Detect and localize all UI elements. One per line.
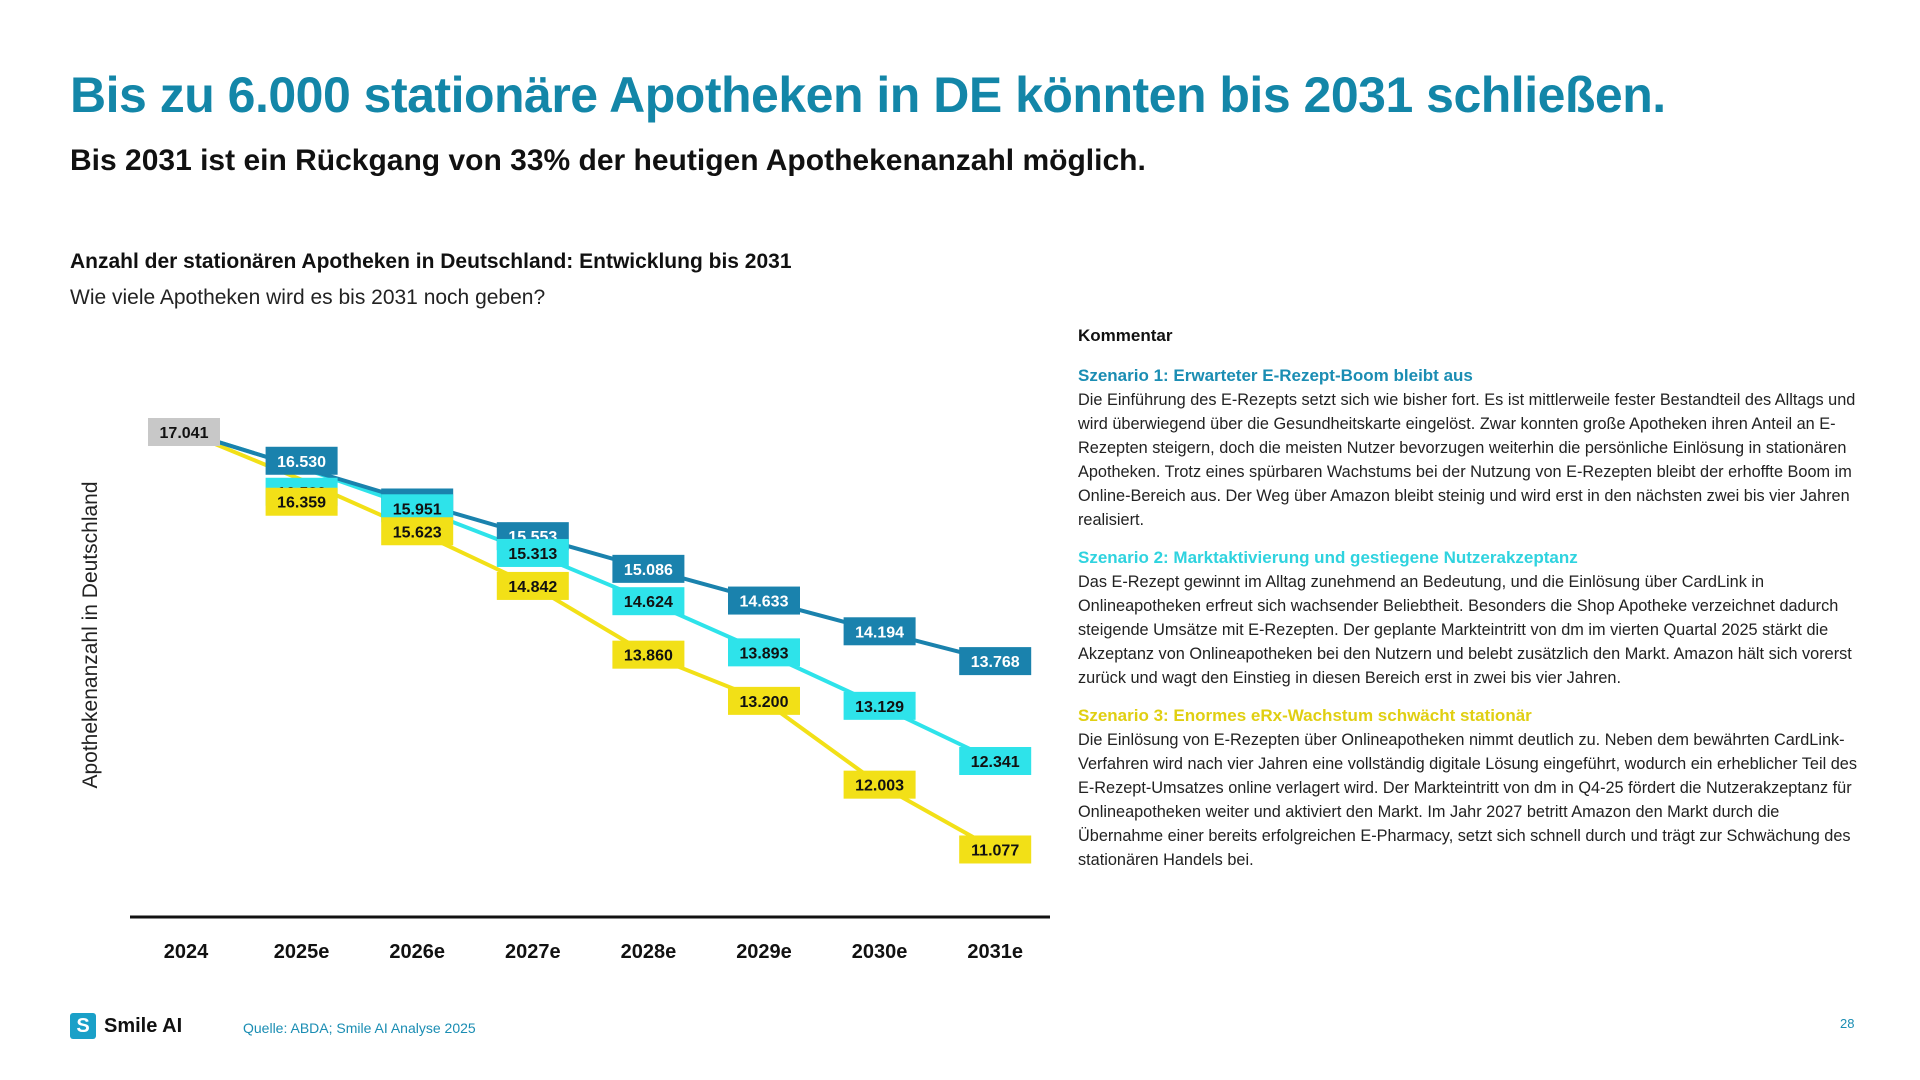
svg-text:16.359: 16.359	[277, 495, 326, 512]
x-tick-label-2024: 2024	[164, 941, 209, 963]
page-title: Bis zu 6.000 stationäre Apotheken in DE …	[70, 67, 1666, 123]
scenario-2-title: Szenario 2: Marktaktivierung und gestieg…	[1078, 548, 1578, 567]
logo-icon: S	[70, 1013, 96, 1039]
data-label-s2-2029e: 13.893	[728, 638, 800, 667]
x-tick-label-2029e: 2029e	[736, 941, 792, 963]
svg-text:13.129: 13.129	[855, 699, 904, 716]
x-tick-label-2030e: 2030e	[852, 941, 908, 963]
data-label-s3-2030e: 12.003	[843, 770, 916, 799]
data-label-s1-2025e: 16.530	[265, 446, 338, 475]
comment-heading: Kommentar	[1078, 326, 1173, 345]
line-chart: Apothekenanzahl in Deutschland 17.041 16.…	[79, 418, 1050, 963]
data-label-s2-2031e: 12.341	[959, 747, 1032, 775]
svg-text:14.624: 14.624	[624, 594, 673, 611]
svg-text:14.633: 14.633	[740, 594, 789, 611]
data-label-s1-2028e: 15.086	[612, 554, 685, 583]
x-tick-label-2031e: 2031e	[967, 941, 1023, 963]
svg-text:13.860: 13.860	[624, 648, 673, 665]
comment-panel: Kommentar Szenario 1: Erwarteter E-Rezep…	[1078, 326, 1858, 888]
scenario-3-text: Die Einlösung von E-Rezepten über Online…	[1078, 731, 1857, 869]
data-label-s1-2029e: 14.633	[728, 586, 800, 615]
data-label-s3-2028e: 13.860	[612, 640, 685, 669]
page-subtitle: Bis 2031 ist ein Rückgang von 33% der he…	[70, 144, 1146, 177]
svg-text:14.194: 14.194	[855, 624, 904, 641]
page-number: 28	[1840, 1016, 1855, 1031]
data-label-s3-2025e: 16.359	[265, 487, 338, 516]
chart-subtitle: Wie viele Apotheken wird es bis 2031 noc…	[70, 286, 546, 309]
svg-text:15.086: 15.086	[624, 562, 673, 579]
data-label-s3-2029e: 13.200	[728, 686, 800, 715]
data-label-s3-2027e: 14.842	[496, 571, 569, 600]
x-tick-label-2028e: 2028e	[621, 941, 677, 963]
chart-title: Anzahl der stationären Apotheken in Deut…	[70, 250, 792, 273]
x-tick-label-2027e: 2027e	[505, 941, 561, 963]
data-label-s1-2031e: 13.768	[959, 647, 1032, 676]
data-label-s1-2030e: 14.194	[843, 617, 916, 646]
data-label-s3-2031e: 11.077	[959, 835, 1032, 864]
x-tick-label-2026e: 2026e	[389, 941, 445, 963]
svg-text:15.951: 15.951	[393, 501, 442, 518]
scenario-3-title: Szenario 3: Enormes eRx-Wachstum schwäch…	[1078, 706, 1532, 725]
scenario-1-title: Szenario 1: Erwarteter E-Rezept-Boom ble…	[1078, 366, 1473, 385]
svg-text:12.003: 12.003	[855, 778, 904, 795]
svg-text:13.200: 13.200	[740, 694, 789, 711]
source-note: Quelle: ABDA; Smile AI Analyse 2025	[243, 1020, 476, 1036]
data-label-s2-2028e: 14.624	[612, 587, 685, 616]
data-label-s2-2030e: 13.129	[843, 691, 916, 720]
data-label-start: 17.041	[148, 418, 220, 446]
scenario-2-text: Das E-Rezept gewinnt im Alltag zunehmend…	[1078, 573, 1852, 687]
data-label-s2-2027e: 15.313	[496, 538, 569, 567]
scenario-1-text: Die Einführung des E-Rezepts setzt sich …	[1078, 391, 1856, 529]
svg-text:16.530: 16.530	[277, 454, 326, 471]
svg-text:15.623: 15.623	[393, 524, 442, 541]
svg-text:13.893: 13.893	[740, 645, 789, 662]
smile-ai-logo: S Smile AI	[70, 1013, 182, 1039]
svg-text:14.842: 14.842	[508, 579, 557, 596]
logo-text: Smile AI	[104, 1014, 183, 1037]
svg-text:17.041: 17.041	[160, 425, 209, 442]
data-label-s3-2026e: 15.623	[381, 517, 454, 546]
y-axis-label: Apothekenanzahl in Deutschland	[79, 481, 102, 788]
svg-text:13.768: 13.768	[971, 654, 1020, 671]
svg-text:12.341: 12.341	[971, 754, 1020, 771]
svg-text:11.077: 11.077	[971, 842, 1019, 859]
x-tick-label-2025e: 2025e	[274, 941, 330, 963]
svg-text:15.313: 15.313	[508, 546, 557, 563]
